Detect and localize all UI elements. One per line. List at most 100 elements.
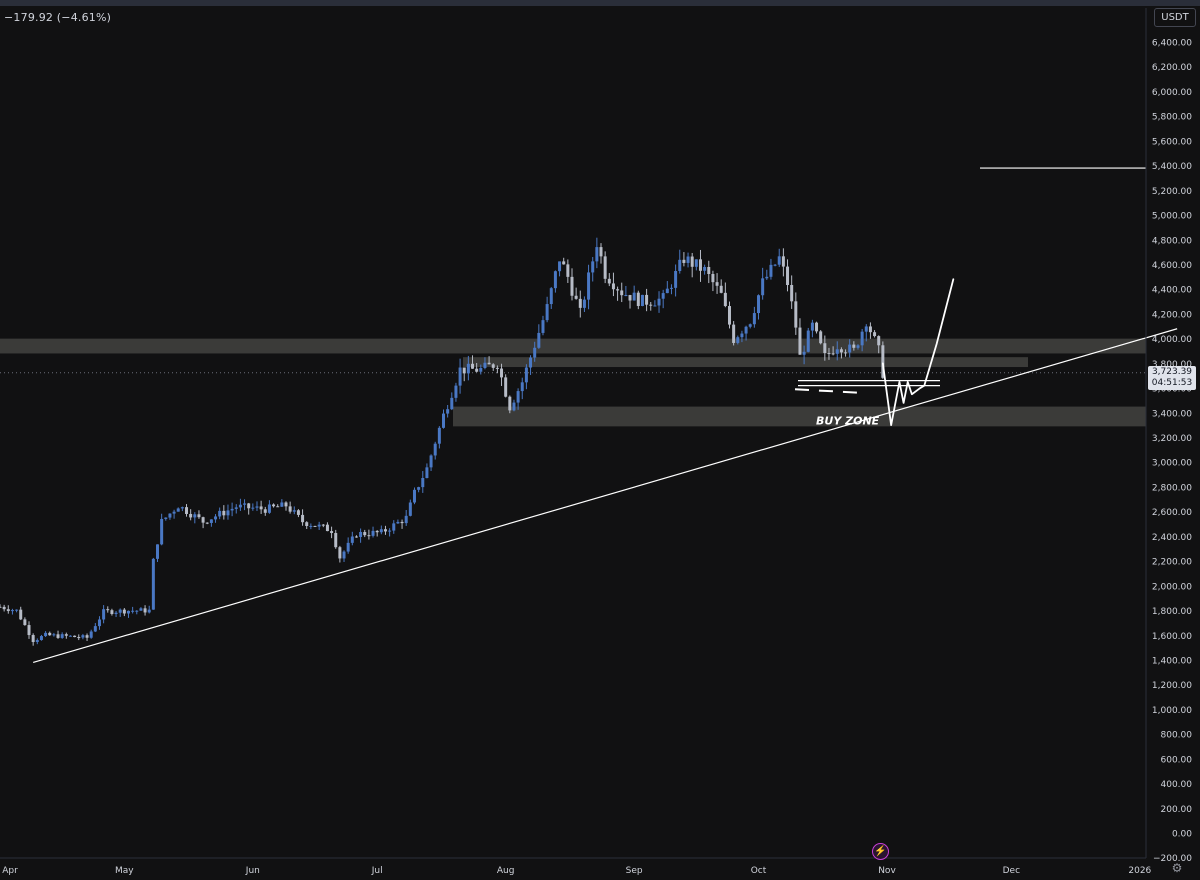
candle-body [421, 478, 425, 488]
candle-body [752, 313, 756, 325]
candle-body [429, 455, 433, 468]
candle-body [425, 467, 429, 479]
lightning-alert-icon[interactable]: ⚡ [872, 843, 889, 860]
candle-body [483, 362, 487, 369]
y-tick-label: 4,200.00 [1152, 310, 1192, 320]
candle-body [139, 608, 143, 611]
y-tick-label: 4,600.00 [1152, 261, 1192, 271]
price-change-legend: −179.92 (−4.61%) [4, 11, 112, 24]
candle-body [781, 256, 785, 267]
top-toolbar-strip [0, 0, 1200, 6]
candle-body [566, 264, 570, 277]
candle-body [334, 533, 338, 548]
candle-body [6, 609, 10, 612]
y-tick-label: 3,200.00 [1152, 434, 1192, 444]
candle-body [462, 367, 466, 374]
candle-body [665, 288, 669, 294]
y-tick-label: 5,400.00 [1152, 162, 1192, 172]
candle-body [309, 525, 313, 527]
candle-body [131, 610, 135, 612]
candle-body [122, 609, 126, 614]
candle-body [218, 510, 222, 517]
candle-body [263, 509, 267, 513]
candle-body [442, 413, 445, 428]
y-tick-label: 2,400.00 [1152, 533, 1192, 543]
candle-body [578, 298, 582, 308]
candle-body [392, 523, 396, 531]
candle-body [794, 301, 798, 328]
candle-body [10, 610, 14, 612]
candle-body [694, 259, 698, 267]
candle-body [292, 510, 296, 512]
candle-body [68, 635, 72, 637]
x-tick-label: Aug [497, 866, 515, 876]
candle-body [678, 259, 682, 271]
candle-body [359, 532, 363, 537]
x-tick-label: Jul [371, 866, 383, 876]
candle-body [226, 510, 230, 516]
y-tick-label: 1,400.00 [1152, 656, 1192, 666]
candle-body [209, 519, 213, 523]
candle-body [856, 345, 860, 348]
candle-body [284, 502, 288, 507]
candle-body [508, 396, 512, 411]
candle-body [471, 363, 475, 369]
candle-body [790, 285, 794, 302]
candle-body [118, 609, 122, 613]
candle-body [844, 352, 848, 354]
candle-body [110, 610, 114, 614]
candle-body [520, 382, 524, 392]
candle-body [214, 516, 218, 520]
x-tick-label: Nov [878, 866, 896, 876]
candle-body [408, 502, 412, 516]
candle-body [475, 368, 479, 372]
candle-body [620, 290, 624, 296]
dashed-liquidity-line [794, 388, 866, 395]
candle-body [765, 276, 769, 279]
candle-body [73, 635, 77, 638]
candle-body [31, 635, 35, 643]
candle-body [570, 276, 574, 296]
candle-body [267, 504, 271, 513]
candle-countdown: 04:51:53 [1151, 378, 1193, 388]
support-resistance-zone [463, 357, 1028, 368]
candle-body [674, 270, 678, 288]
candle-body [350, 536, 354, 543]
candle-body [823, 343, 827, 354]
candle-body [636, 292, 640, 306]
candle-body [512, 402, 516, 411]
candle-body [39, 636, 43, 641]
candle-body [495, 367, 499, 369]
candle-body [126, 610, 130, 614]
candle-body [379, 529, 383, 533]
y-tick-label: 1,000.00 [1152, 706, 1192, 716]
candle-body [313, 525, 317, 527]
ascending-trendline [32, 328, 1178, 664]
candle-body [454, 385, 458, 398]
y-tick-label: 0.00 [1172, 830, 1192, 840]
candle-body [558, 261, 562, 272]
candle-body [698, 259, 702, 271]
candle-body [624, 295, 628, 297]
candle-body [147, 609, 151, 613]
candle-body [466, 363, 470, 374]
candle-body [193, 514, 197, 518]
candle-body [180, 507, 184, 509]
candle-body [711, 273, 715, 283]
settings-gear-icon[interactable]: ⚙ [1171, 861, 1183, 875]
y-tick-label: 600.00 [1161, 755, 1193, 765]
candle-body [325, 524, 329, 532]
candle-body [388, 530, 392, 532]
candle-body [114, 612, 118, 614]
candle-body [736, 337, 740, 343]
candle-body [727, 306, 731, 325]
candle-body [599, 247, 603, 257]
currency-selector[interactable]: USDT [1154, 8, 1196, 27]
candle-body [288, 506, 292, 512]
y-tick-label: 5,800.00 [1152, 113, 1192, 123]
candle-body [363, 532, 367, 536]
candle-body [806, 330, 810, 352]
candle-body [346, 542, 350, 552]
candle-body [757, 295, 761, 314]
